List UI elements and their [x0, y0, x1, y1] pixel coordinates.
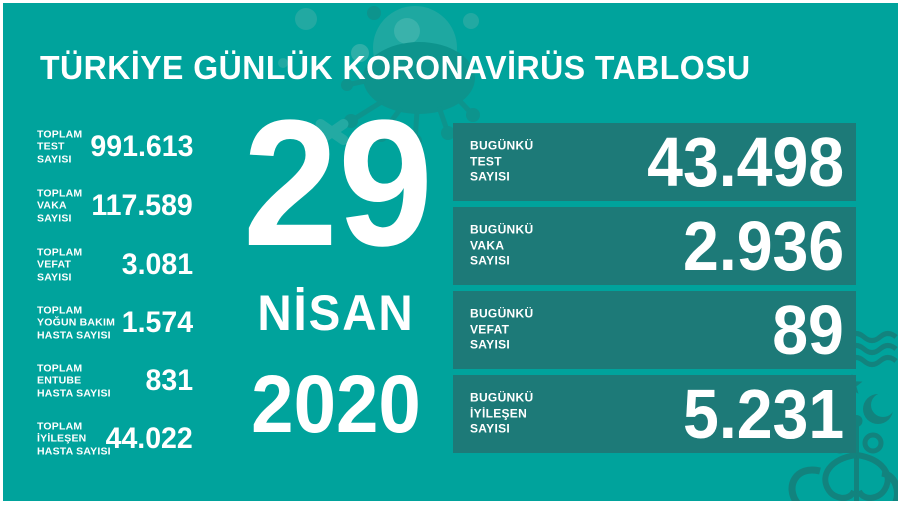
total-icu-value: 1.574 — [121, 306, 193, 339]
total-test-label: TOPLAM TEST SAYISI — [37, 128, 83, 166]
date-block: 29 NİSAN 2020 — [238, 83, 434, 450]
daily-recovered-value: 5.231 — [682, 375, 844, 453]
daily-case-label: BUGÜNKÜ VAKA SAYISI — [470, 222, 534, 268]
teal-background: TÜRKİYE GÜNLÜK KORONAVİRÜS TABLOSU TOPLA… — [3, 3, 898, 501]
total-intubated-label: TOPLAM ENTUBE HASTA SAYISI — [37, 362, 111, 400]
date-year: 2020 — [251, 358, 421, 450]
daily-case-box: BUGÜNKÜ VAKA SAYISI 2.936 — [453, 207, 856, 285]
daily-case-value: 2.936 — [682, 207, 844, 285]
daily-recovered-box: BUGÜNKÜ İYİLEŞEN SAYISI 5.231 — [453, 375, 856, 453]
total-icu-label: TOPLAM YOĞUN BAKIM HASTA SAYISI — [37, 304, 116, 342]
daily-test-value: 43.498 — [647, 123, 844, 201]
total-intubated-row: TOPLAM ENTUBE HASTA SAYISI 831 — [37, 357, 193, 405]
total-case-value: 117.589 — [91, 189, 193, 222]
total-test-row: TOPLAM TEST SAYISI 991.613 — [37, 123, 193, 171]
total-recovered-value: 44.022 — [105, 422, 193, 455]
total-death-label: TOPLAM VEFAT SAYISI — [37, 246, 83, 284]
date-day: 29 — [242, 83, 434, 284]
total-death-row: TOPLAM VEFAT SAYISI 3.081 — [37, 241, 193, 289]
total-case-row: TOPLAM VAKA SAYISI 117.589 — [37, 182, 193, 230]
total-death-value: 3.081 — [121, 248, 193, 281]
total-test-value: 991.613 — [89, 130, 193, 163]
total-icu-row: TOPLAM YOĞUN BAKIM HASTA SAYISI 1.574 — [37, 299, 193, 347]
daily-death-box: BUGÜNKÜ VEFAT SAYISI 89 — [453, 291, 856, 369]
date-month: NİSAN — [257, 284, 415, 341]
total-recovered-label: TOPLAM İYİLEŞEN HASTA SAYISI — [37, 420, 111, 458]
daily-recovered-label: BUGÜNKÜ İYİLEŞEN SAYISI — [470, 390, 534, 436]
daily-death-value: 89 — [772, 291, 844, 369]
daily-death-label: BUGÜNKÜ VEFAT SAYISI — [470, 306, 534, 352]
daily-test-label: BUGÜNKÜ TEST SAYISI — [470, 138, 534, 184]
page-title: TÜRKİYE GÜNLÜK KORONAVİRÜS TABLOSU — [40, 49, 751, 86]
total-case-label: TOPLAM VAKA SAYISI — [37, 187, 83, 225]
total-recovered-row: TOPLAM İYİLEŞEN HASTA SAYISI 44.022 — [37, 415, 193, 463]
daily-test-box: BUGÜNKÜ TEST SAYISI 43.498 — [453, 123, 856, 201]
total-intubated-value: 831 — [145, 364, 193, 397]
